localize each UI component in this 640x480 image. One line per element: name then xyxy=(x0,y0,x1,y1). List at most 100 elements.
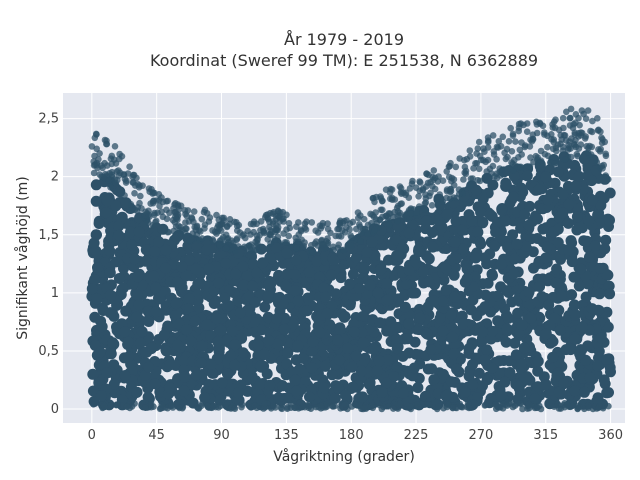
scatter-point xyxy=(157,404,165,412)
scatter-point xyxy=(301,305,313,317)
scatter-point xyxy=(136,326,148,338)
scatter-point xyxy=(281,268,293,280)
scatter-point xyxy=(373,355,385,367)
scatter-point xyxy=(603,387,614,398)
scatter-point xyxy=(176,261,188,273)
scatter-point xyxy=(549,312,560,324)
scatter-point xyxy=(233,387,244,399)
scatter-point xyxy=(421,328,433,340)
scatter-point xyxy=(486,325,498,337)
scatter-point xyxy=(304,266,315,278)
scatter-point xyxy=(279,215,286,223)
scatter-point xyxy=(279,312,291,324)
scatter-point xyxy=(540,328,552,340)
scatter-point xyxy=(425,344,437,355)
scatter-point xyxy=(381,325,393,337)
scatter-point xyxy=(257,257,269,269)
scatter-point xyxy=(435,403,442,411)
scatter-point xyxy=(544,132,551,140)
scatter-point xyxy=(304,391,315,403)
scatter-point xyxy=(356,221,363,228)
scatter-point xyxy=(201,319,213,331)
scatter-point xyxy=(604,288,616,300)
scatter-point xyxy=(293,244,300,252)
scatter-point xyxy=(102,195,114,207)
scatter-point xyxy=(91,152,98,160)
scatter-point xyxy=(467,379,479,390)
scatter-point xyxy=(195,405,203,412)
scatter-point xyxy=(190,263,202,275)
scatter-point xyxy=(168,402,175,410)
scatter-point xyxy=(452,163,460,171)
scatter-point xyxy=(443,403,451,411)
scatter-point xyxy=(194,277,206,289)
scatter-point xyxy=(326,369,338,381)
scatter-point xyxy=(281,358,293,370)
scatter-point xyxy=(495,258,507,270)
scatter-point xyxy=(598,192,610,204)
scatter-point xyxy=(193,223,200,231)
scatter-point xyxy=(567,153,575,161)
scatter-point xyxy=(371,365,383,376)
scatter-point xyxy=(357,311,369,322)
scatter-point xyxy=(537,223,549,235)
scatter-point xyxy=(552,237,564,248)
scatter-point xyxy=(137,192,144,200)
scatter-point xyxy=(399,301,411,313)
scatter-point xyxy=(105,289,117,301)
scatter-point xyxy=(523,120,531,127)
scatter-point xyxy=(524,200,536,212)
scatter-point xyxy=(229,244,237,252)
scatter-point xyxy=(436,191,444,198)
scatter-point xyxy=(602,321,614,333)
scatter-point xyxy=(355,365,367,377)
scatter-point xyxy=(309,248,316,256)
scatter-point xyxy=(508,253,520,265)
scatter-point xyxy=(499,133,507,141)
scatter-point xyxy=(237,260,249,272)
scatter-point xyxy=(104,307,116,319)
scatter-point xyxy=(586,175,598,187)
scatter-point xyxy=(329,392,341,404)
scatter-point xyxy=(93,377,105,389)
scatter-point xyxy=(437,295,449,307)
scatter-point xyxy=(217,402,224,410)
scatter-point xyxy=(350,252,362,264)
scatter-point xyxy=(110,256,122,268)
scatter-point xyxy=(533,118,540,126)
scatter-point xyxy=(449,236,461,248)
scatter-point xyxy=(156,196,163,204)
scatter-point xyxy=(196,357,207,369)
scatter-point xyxy=(238,279,250,291)
x-tick-label: 45 xyxy=(148,428,165,443)
scatter-point xyxy=(172,339,184,351)
scatter-point xyxy=(479,354,491,366)
scatter-point xyxy=(477,326,489,338)
scatter-point xyxy=(385,403,392,410)
scatter-point xyxy=(521,143,529,151)
x-tick-label: 225 xyxy=(404,428,429,443)
scatter-point xyxy=(563,108,570,116)
scatter-point xyxy=(557,207,569,219)
scatter-point xyxy=(347,268,359,280)
scatter-point xyxy=(164,382,176,394)
scatter-point xyxy=(223,223,231,231)
scatter-point xyxy=(92,262,103,273)
scatter-point xyxy=(508,170,520,182)
scatter-point xyxy=(577,321,588,333)
scatter-point xyxy=(190,369,202,381)
scatter-point xyxy=(413,209,420,216)
x-tick-label: 315 xyxy=(533,428,558,443)
scatter-point xyxy=(308,219,316,226)
scatter-point xyxy=(264,236,272,243)
scatter-point xyxy=(216,221,223,229)
scatter-point xyxy=(324,225,332,233)
scatter-point xyxy=(594,115,601,122)
scatter-point xyxy=(559,114,567,122)
scatter-point xyxy=(181,207,189,214)
scatter-point xyxy=(337,233,345,240)
scatter-point xyxy=(408,180,416,187)
scatter-point xyxy=(376,386,388,398)
scatter-point xyxy=(271,313,283,325)
scatter-point xyxy=(360,215,368,223)
